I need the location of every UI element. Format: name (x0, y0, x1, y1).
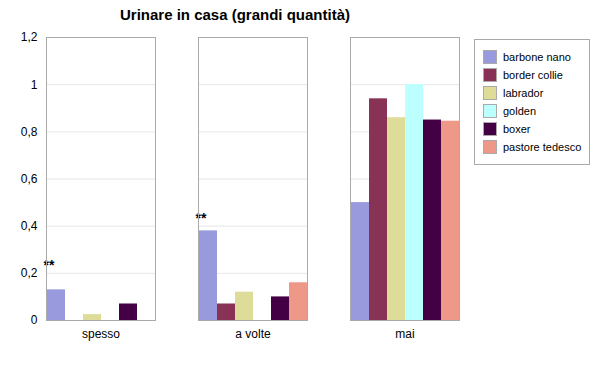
svg-text:0,4: 0,4 (21, 219, 38, 233)
html-text:pastore tedesco: pastore tedesco (503, 141, 582, 153)
svg-text:**: ** (44, 257, 55, 273)
html-text:border collie: border collie (503, 69, 563, 81)
html-text:boxer: boxer (503, 123, 531, 135)
svg-text:spesso: spesso (82, 327, 120, 341)
svg-text:mai: mai (395, 327, 414, 341)
html-text:Urinare in casa (grandi quanti: Urinare in casa (grandi quantità) (120, 6, 350, 23)
svg-text:**: ** (196, 210, 207, 226)
svg-text:a volte: a volte (235, 327, 271, 341)
svg-text:0,8: 0,8 (21, 125, 38, 139)
svg-text:0,6: 0,6 (21, 172, 38, 186)
svg-text:1,2: 1,2 (21, 30, 38, 44)
svg-text:0,2: 0,2 (21, 266, 38, 280)
html-text:barbone nano: barbone nano (503, 51, 571, 63)
svg-text:0: 0 (31, 313, 38, 327)
svg-text:1: 1 (31, 78, 38, 92)
html-text:labrador: labrador (503, 87, 544, 99)
html-text:golden: golden (503, 105, 536, 117)
